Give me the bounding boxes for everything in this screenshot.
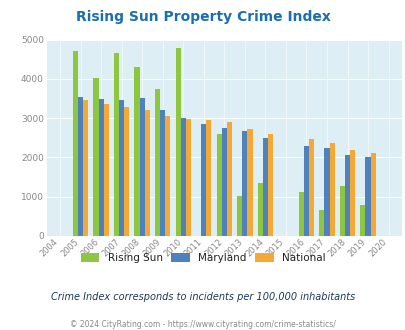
Bar xyxy=(216,134,221,236)
Bar xyxy=(93,78,98,236)
Bar xyxy=(72,51,78,236)
Bar xyxy=(134,67,139,236)
Bar xyxy=(185,119,190,236)
Bar xyxy=(165,116,170,236)
Bar xyxy=(221,128,226,236)
Bar xyxy=(155,89,160,236)
Bar xyxy=(267,134,273,236)
Bar xyxy=(303,146,308,236)
Text: Rising Sun Property Crime Index: Rising Sun Property Crime Index xyxy=(75,10,330,24)
Bar xyxy=(360,205,364,236)
Bar xyxy=(370,153,375,236)
Bar xyxy=(308,139,313,236)
Bar xyxy=(364,157,370,236)
Bar xyxy=(78,97,83,236)
Text: © 2024 CityRating.com - https://www.cityrating.com/crime-statistics/: © 2024 CityRating.com - https://www.city… xyxy=(70,320,335,329)
Bar xyxy=(226,122,231,236)
Bar xyxy=(247,129,252,236)
Bar xyxy=(83,100,88,236)
Bar xyxy=(160,110,165,236)
Bar xyxy=(257,183,262,236)
Bar xyxy=(175,48,180,236)
Bar xyxy=(318,211,324,236)
Bar xyxy=(242,131,247,236)
Bar xyxy=(237,196,242,236)
Bar xyxy=(349,149,354,236)
Bar xyxy=(298,192,303,236)
Bar xyxy=(119,100,124,236)
Bar xyxy=(201,124,206,236)
Bar xyxy=(329,143,334,236)
Bar xyxy=(339,186,344,236)
Text: Crime Index corresponds to incidents per 100,000 inhabitants: Crime Index corresponds to incidents per… xyxy=(51,292,354,302)
Bar xyxy=(145,110,149,236)
Legend: Rising Sun, Maryland, National: Rising Sun, Maryland, National xyxy=(76,248,329,267)
Bar xyxy=(114,53,119,236)
Bar xyxy=(180,118,185,236)
Bar xyxy=(98,99,103,236)
Bar xyxy=(262,138,267,236)
Bar xyxy=(139,98,145,236)
Bar xyxy=(206,120,211,236)
Bar xyxy=(344,155,349,236)
Bar xyxy=(124,107,129,236)
Bar xyxy=(324,148,329,236)
Bar xyxy=(103,104,109,236)
